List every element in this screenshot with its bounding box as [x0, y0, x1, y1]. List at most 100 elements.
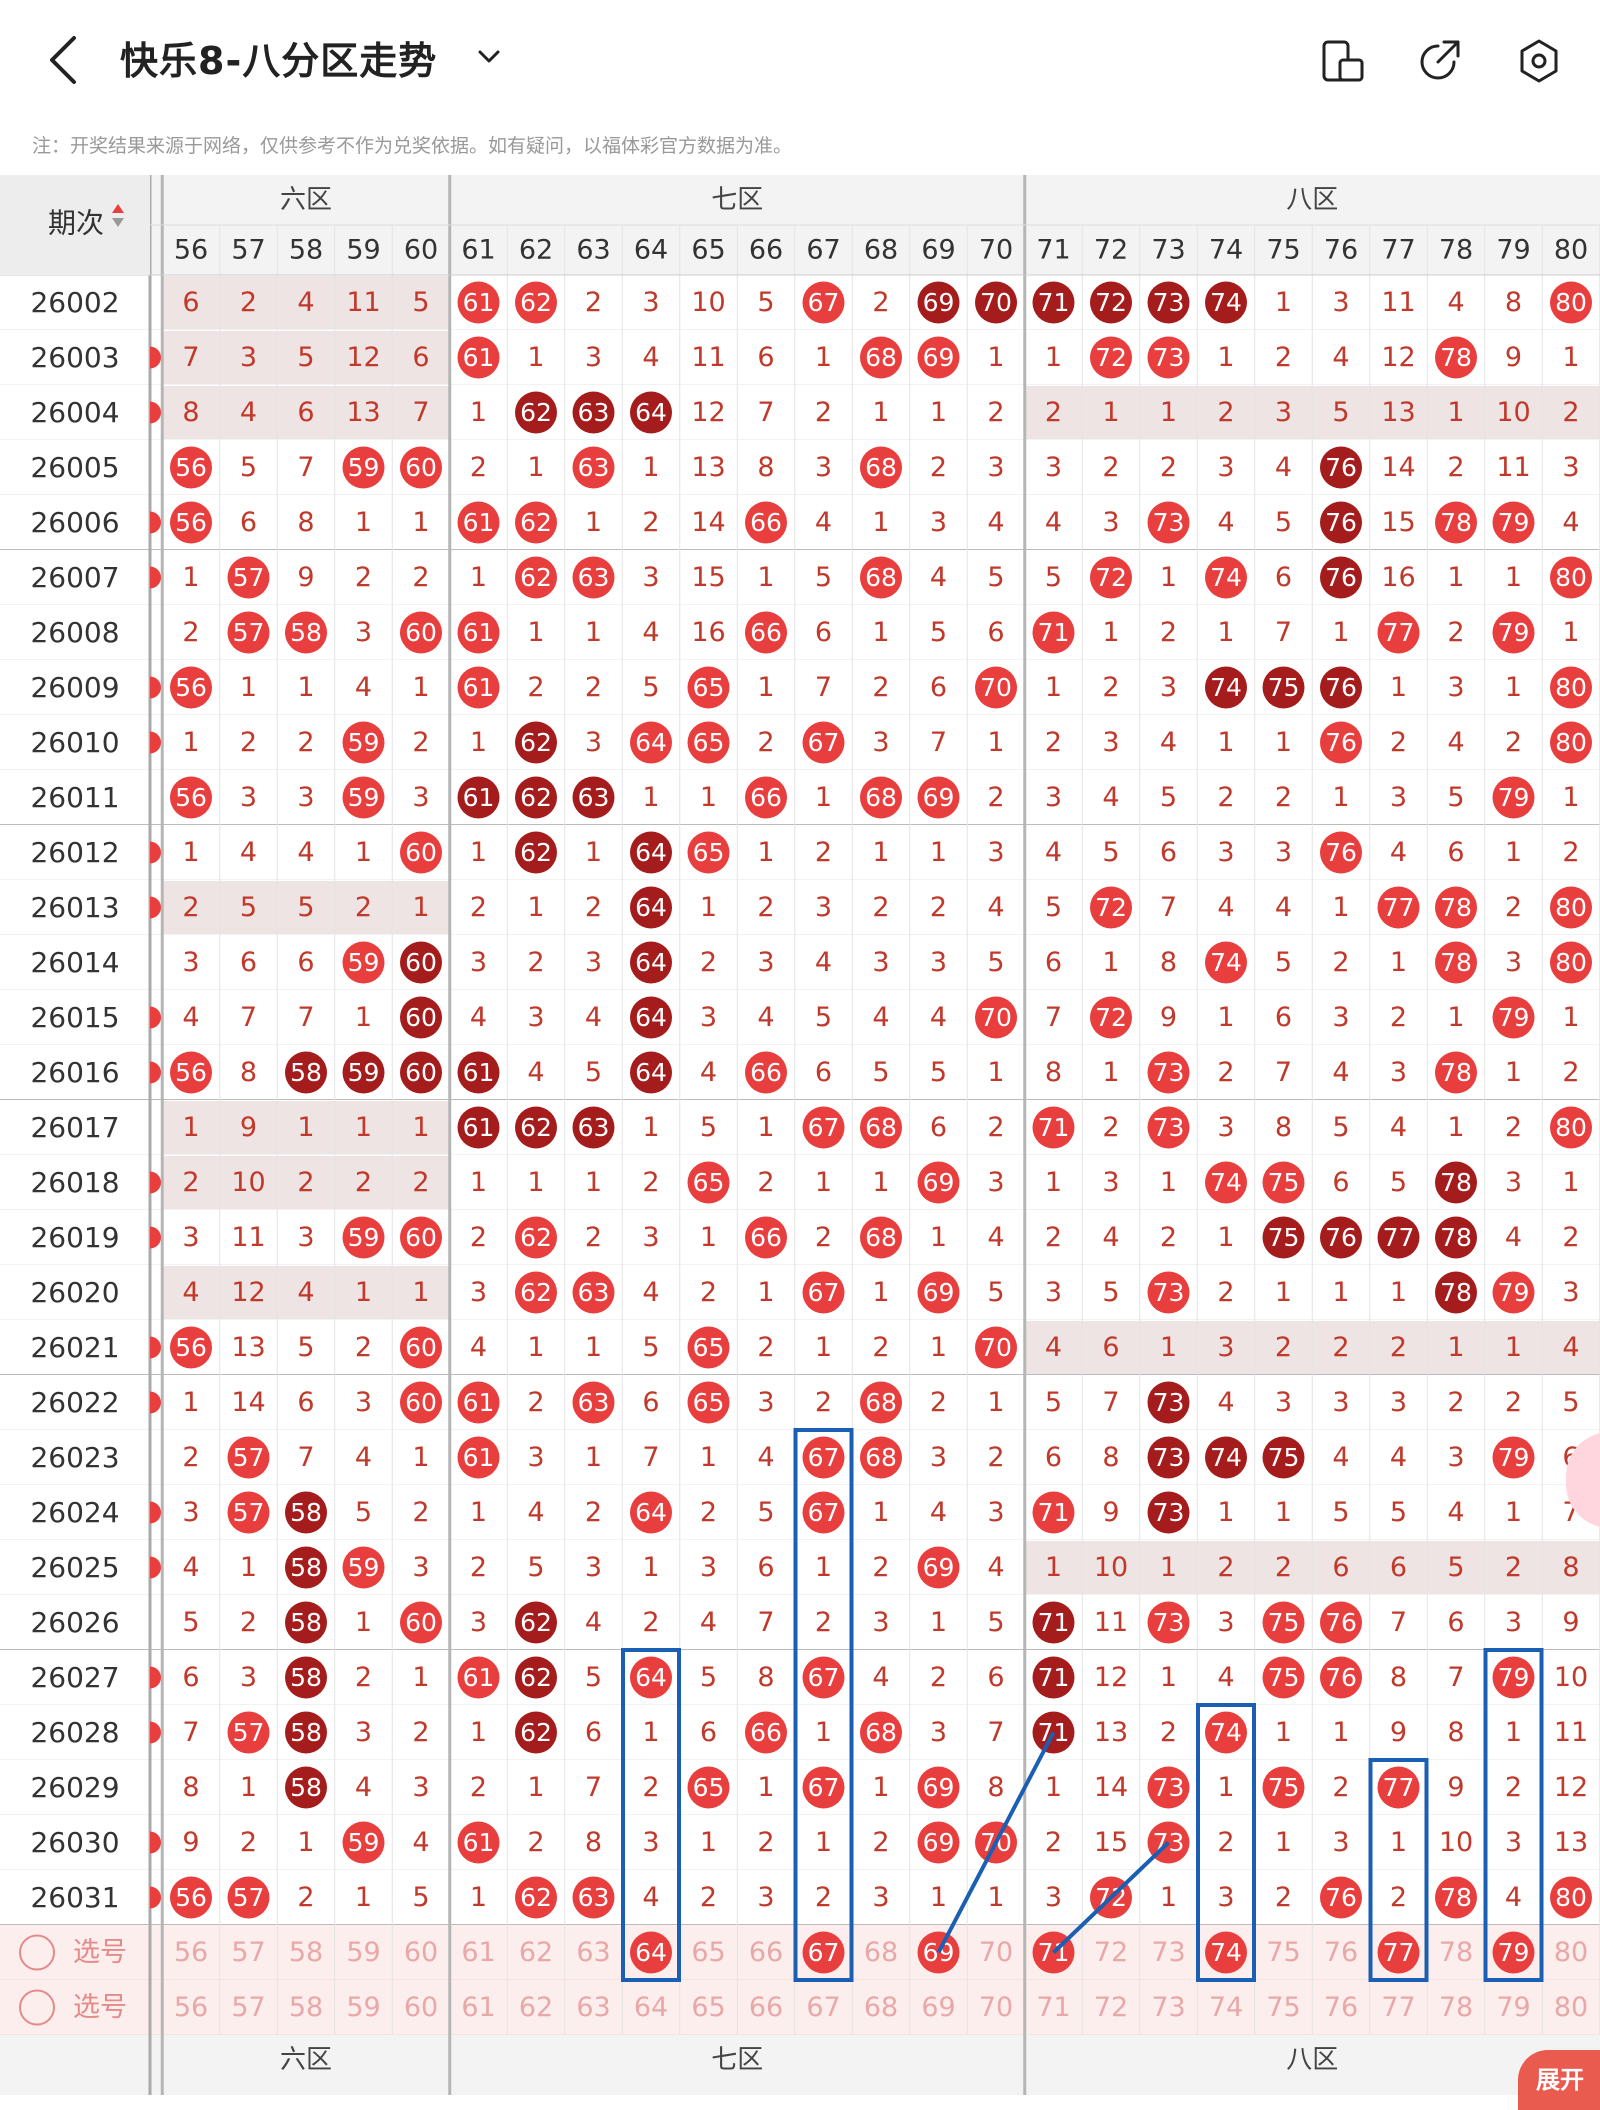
miss-count: 2 — [1275, 1882, 1292, 1913]
column-header-67: 67 — [806, 235, 840, 266]
pick-number-72[interactable]: 72 — [1094, 1937, 1128, 1968]
svg-text:72: 72 — [1095, 893, 1127, 922]
pick-number-62[interactable]: 62 — [519, 1937, 553, 1968]
pick-number-62[interactable]: 62 — [519, 1992, 553, 2023]
miss-count: 3 — [1160, 672, 1177, 703]
pick-number-75[interactable]: 75 — [1266, 1992, 1300, 2023]
pick-number-61[interactable]: 61 — [461, 1992, 495, 2023]
miss-count: 5 — [1102, 1277, 1119, 1308]
pick-number-70[interactable]: 70 — [979, 1937, 1013, 1968]
pick-number-68[interactable]: 68 — [864, 1992, 898, 2023]
miss-count: 2 — [872, 1332, 889, 1363]
pick-number-72[interactable]: 72 — [1094, 1992, 1128, 2023]
pick-number-73[interactable]: 73 — [1151, 1992, 1185, 2023]
pick-number-77[interactable]: 77 — [1377, 1931, 1420, 1974]
pick-number-80[interactable]: 80 — [1554, 1937, 1588, 1968]
svg-text:75: 75 — [1268, 1223, 1300, 1252]
table-row-bg — [0, 1045, 1600, 1100]
miss-count: 4 — [1332, 1442, 1349, 1473]
zone-header: 六区 — [280, 185, 332, 215]
miss-count: 4 — [700, 1057, 717, 1088]
ball-62: 62 — [515, 1216, 557, 1259]
ball-78: 78 — [1435, 1876, 1477, 1919]
pick-number-56[interactable]: 56 — [174, 1937, 208, 1968]
settings-icon[interactable] — [1514, 36, 1564, 86]
pick-number-77[interactable]: 77 — [1381, 1992, 1415, 2023]
radio-circle-icon[interactable] — [19, 1989, 55, 2026]
miss-count: 2 — [1390, 727, 1407, 758]
miss-count: 2 — [1102, 672, 1119, 703]
pick-number-71[interactable]: 71 — [1036, 1992, 1070, 2023]
svg-text:62: 62 — [520, 1718, 552, 1747]
miss-count: 4 — [470, 1332, 487, 1363]
pick-number-79[interactable]: 79 — [1496, 1992, 1530, 2023]
pick-number-66[interactable]: 66 — [749, 1992, 783, 2023]
miss-count: 8 — [987, 1772, 1004, 1803]
pick-number-57[interactable]: 57 — [231, 1937, 265, 1968]
pick-number-58[interactable]: 58 — [289, 1937, 323, 1968]
pick-number-65[interactable]: 65 — [691, 1937, 725, 1968]
svg-text:73: 73 — [1153, 1443, 1185, 1472]
miss-count: 3 — [987, 837, 1004, 868]
miss-count: 3 — [1102, 507, 1119, 538]
pick-number-67[interactable]: 67 — [802, 1931, 845, 1974]
pick-number-78[interactable]: 78 — [1439, 1992, 1473, 2023]
split-screen-icon[interactable] — [1318, 36, 1368, 86]
pick-number-75[interactable]: 75 — [1266, 1937, 1300, 1968]
svg-text:76: 76 — [1325, 1663, 1357, 1692]
period-header[interactable]: 期次 — [48, 204, 124, 240]
table-row: 26027 6 3 58 2 1 61 62 5 64 5 8 67 4 2 6 71 12 1 4 75 76 8 7 79 1… — [30, 1656, 1588, 1699]
pick-number-76[interactable]: 76 — [1324, 1937, 1358, 1968]
share-icon[interactable] — [1414, 36, 1464, 86]
pick-number-73[interactable]: 73 — [1151, 1937, 1185, 1968]
pick-number-56[interactable]: 56 — [174, 1992, 208, 2023]
pick-number-69[interactable]: 69 — [921, 1992, 955, 2023]
miss-count: 1 — [355, 1002, 372, 1033]
pick-row[interactable]: 选号56575859606162636465666768697071727374… — [19, 1931, 1588, 1974]
pick-number-74[interactable]: 74 — [1209, 1992, 1243, 2023]
ball-73: 73 — [1147, 1271, 1190, 1314]
miss-count: 6 — [757, 1552, 774, 1583]
miss-count: 1 — [930, 837, 947, 868]
pick-number-60[interactable]: 60 — [404, 1992, 438, 2023]
miss-count: 1 — [700, 1222, 717, 1253]
pick-number-65[interactable]: 65 — [691, 1992, 725, 2023]
pick-number-74[interactable]: 74 — [1205, 1931, 1247, 1974]
pick-number-68[interactable]: 68 — [864, 1937, 898, 1968]
pick-number-57[interactable]: 57 — [231, 1992, 265, 2023]
miss-count: 1 — [1275, 727, 1292, 758]
pick-number-63[interactable]: 63 — [576, 1937, 610, 1968]
pick-number-80[interactable]: 80 — [1554, 1992, 1588, 2023]
pick-number-59[interactable]: 59 — [346, 1992, 380, 2023]
expand-button[interactable]: 展开 — [1518, 2050, 1600, 2110]
pick-number-67[interactable]: 67 — [806, 1992, 840, 2023]
pick-number-64[interactable]: 64 — [630, 1931, 672, 1974]
chevron-down-icon[interactable] — [474, 42, 504, 72]
pick-number-60[interactable]: 60 — [404, 1937, 438, 1968]
radio-circle-icon[interactable] — [19, 1934, 55, 1971]
ball-67: 67 — [802, 1271, 845, 1314]
ball-56: 56 — [170, 666, 212, 709]
pick-number-63[interactable]: 63 — [576, 1992, 610, 2023]
pick-number-66[interactable]: 66 — [749, 1937, 783, 1968]
ball-65: 65 — [687, 1161, 730, 1204]
svg-text:67: 67 — [808, 1278, 840, 1307]
pick-number-61[interactable]: 61 — [461, 1937, 495, 1968]
pick-number-58[interactable]: 58 — [289, 1992, 323, 2023]
page-title[interactable]: 快乐8-八分区走势 — [120, 39, 438, 83]
clipped-ball — [150, 1006, 161, 1029]
miss-count: 3 — [1332, 287, 1349, 318]
pick-number-76[interactable]: 76 — [1324, 1992, 1358, 2023]
back-icon[interactable] — [40, 30, 90, 90]
period-number: 26003 — [30, 341, 119, 374]
pick-number-78[interactable]: 78 — [1439, 1937, 1473, 1968]
pick-number-64[interactable]: 64 — [634, 1992, 668, 2023]
svg-text:73: 73 — [1151, 1992, 1185, 2023]
pick-number-59[interactable]: 59 — [346, 1937, 380, 1968]
svg-text:64: 64 — [635, 398, 667, 427]
pick-number-79[interactable]: 79 — [1492, 1931, 1535, 1974]
pick-number-70[interactable]: 70 — [979, 1992, 1013, 2023]
miss-count: 2 — [872, 1827, 889, 1858]
column-header-56: 56 — [174, 235, 208, 266]
